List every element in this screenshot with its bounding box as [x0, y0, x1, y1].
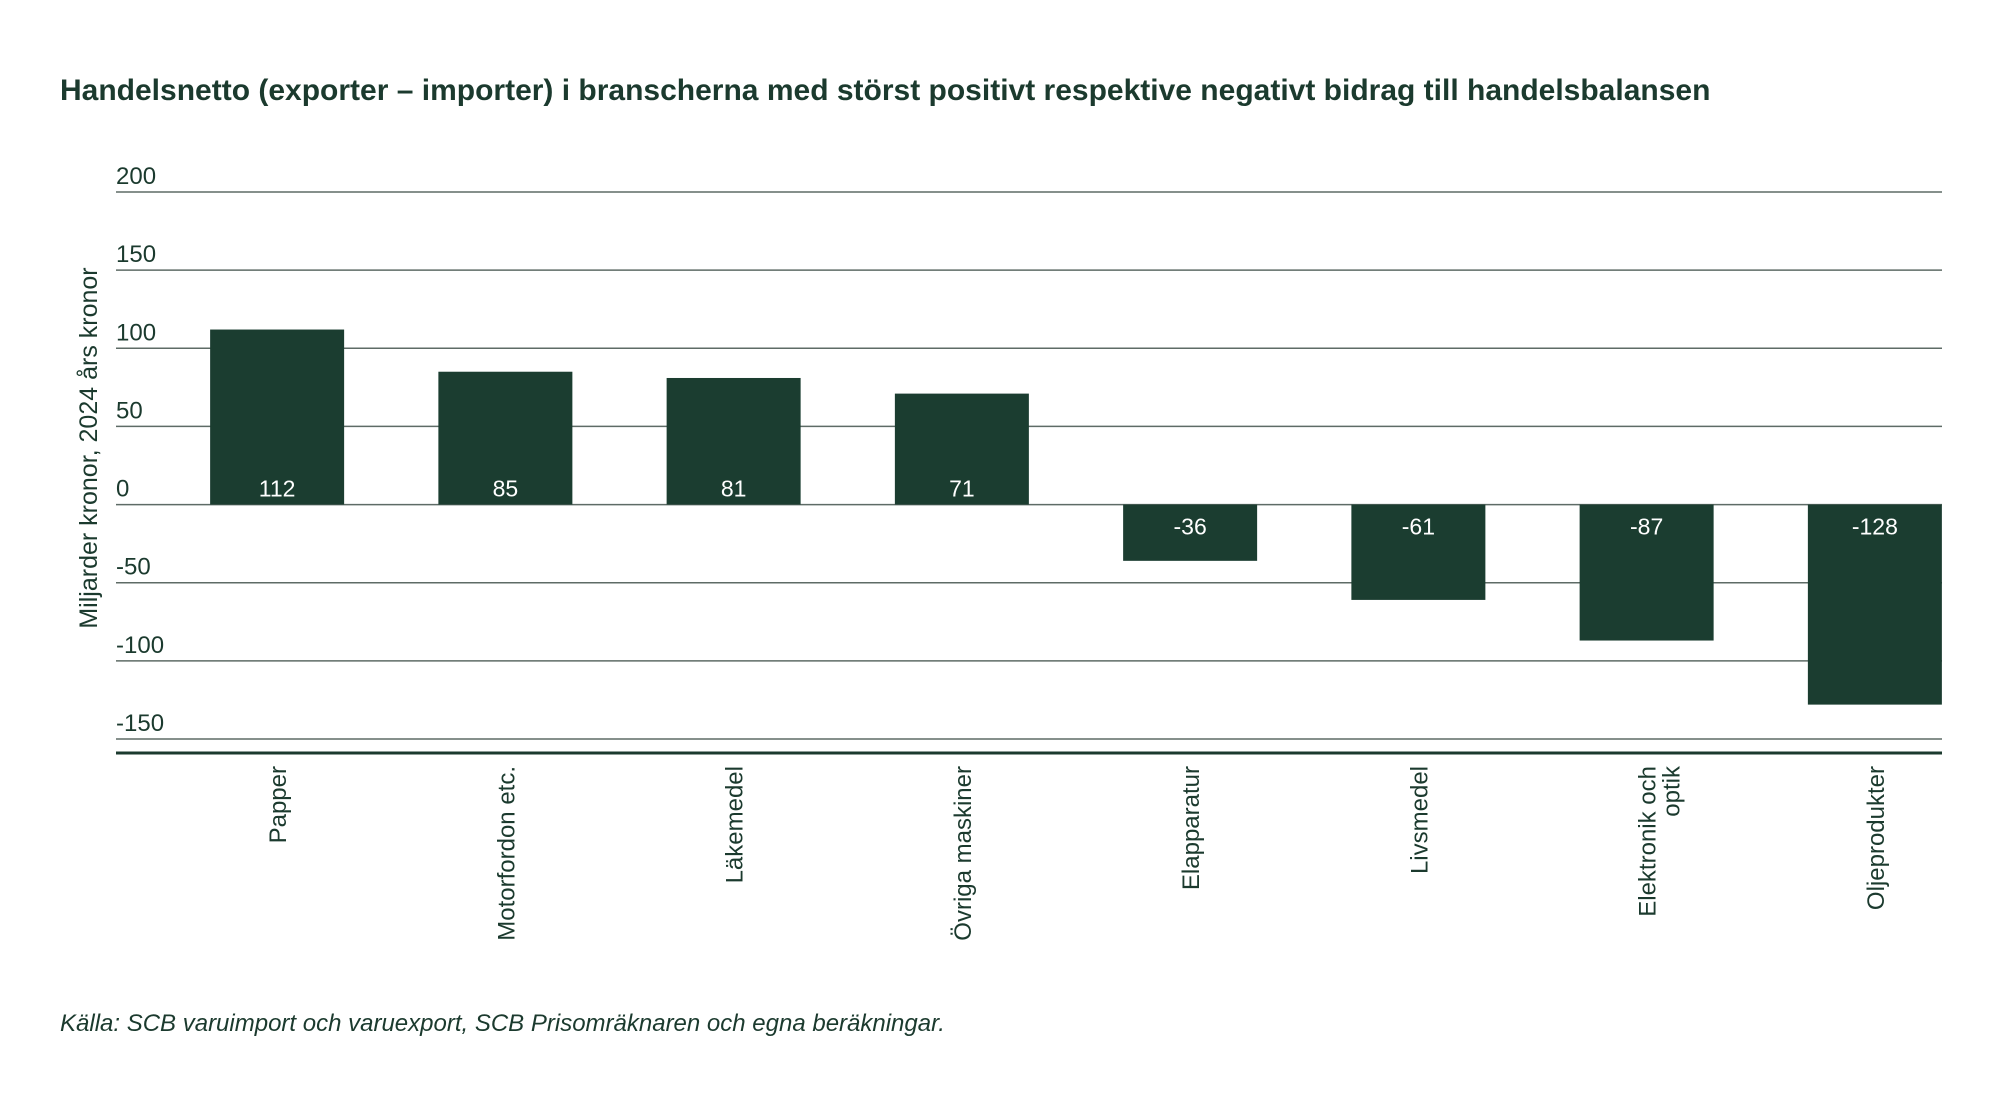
y-tick-label: 100 — [116, 319, 156, 346]
bar-data-label: 112 — [259, 476, 296, 502]
bar — [438, 371, 573, 505]
bar — [210, 329, 345, 505]
bar-data-label: -87 — [1630, 514, 1663, 540]
bar — [666, 377, 801, 505]
y-tick-label: -50 — [116, 554, 151, 581]
y-tick-label: 200 — [116, 163, 156, 190]
bar — [1807, 504, 1942, 705]
y-axis-label: Miljarder kronor, 2024 års kronor — [75, 267, 103, 628]
chart-title: Handelsnetto (exporter – importer) i bra… — [60, 74, 1711, 107]
bar-data-label: 81 — [721, 476, 747, 502]
bar — [1123, 504, 1258, 561]
bars — [210, 329, 1942, 705]
y-tick-label: -100 — [116, 632, 164, 659]
x-category-label: Övriga maskiner — [950, 766, 977, 941]
x-category-labels: Papper Motorfordon etc. Läkemedel Övriga ma… — [265, 765, 1890, 941]
bar — [894, 393, 1029, 505]
source-note: Källa: SCB varuimport och varuexport, SC… — [60, 1010, 945, 1037]
bar-data-label: 71 — [949, 476, 975, 502]
bar-data-labels: 112 85 81 71 -36 -61 -87 -128 — [259, 476, 1898, 540]
y-tick-label: 0 — [116, 476, 129, 503]
gridlines — [116, 191, 1942, 740]
y-tick-label: -150 — [116, 710, 164, 737]
bar — [1351, 504, 1486, 600]
bar-data-label: -61 — [1402, 514, 1435, 540]
bar — [1579, 504, 1714, 641]
x-category-label: Elektronik ochoptik — [1635, 765, 1686, 917]
x-category-label: Elapparatur — [1178, 766, 1205, 890]
bar-data-label: -128 — [1852, 514, 1898, 540]
x-category-label: Livsmedel — [1406, 766, 1433, 874]
x-category-label: Oljeprodukter — [1863, 766, 1890, 910]
y-tick-label: 150 — [116, 241, 156, 268]
x-category-label: Motorfordon etc. — [493, 766, 520, 941]
bar-data-label: -36 — [1174, 514, 1207, 540]
y-tick-label: 50 — [116, 397, 143, 424]
x-category-label: Läkemedel — [722, 766, 749, 883]
bar-chart: 200 150 100 50 0 -50 -100 -150 112 85 81 71 -36 -61 -… — [75, 163, 1942, 941]
bar-data-label: 85 — [493, 476, 519, 502]
x-category-label: Papper — [265, 766, 292, 843]
y-tick-labels: 200 150 100 50 0 -50 -100 -150 — [116, 163, 164, 737]
